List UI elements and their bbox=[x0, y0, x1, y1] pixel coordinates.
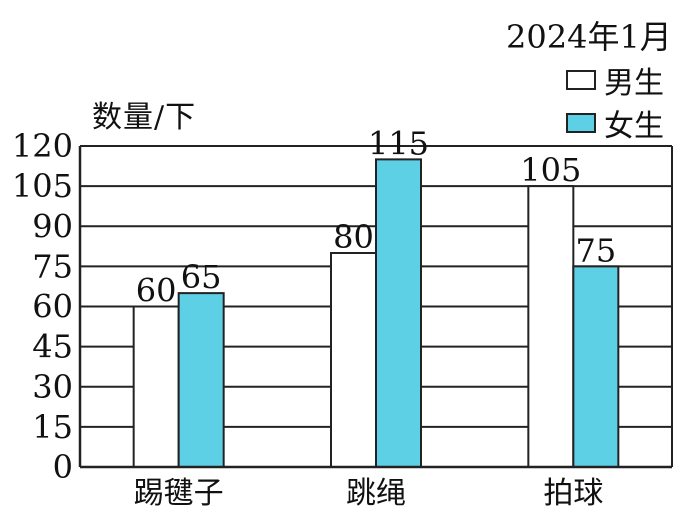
y-tick-label: 0 bbox=[53, 448, 73, 486]
bar-boys bbox=[132, 305, 180, 468]
y-tick-label: 15 bbox=[32, 408, 73, 446]
y-tick-label: 60 bbox=[32, 288, 73, 326]
y-tick-label: 120 bbox=[12, 127, 73, 165]
y-tick-label: 75 bbox=[32, 247, 73, 285]
data-label: 80 bbox=[333, 218, 374, 256]
data-label: 115 bbox=[368, 124, 429, 162]
y-axis-title: 数量/下 bbox=[92, 100, 197, 135]
data-label: 105 bbox=[520, 151, 581, 189]
data-label: 75 bbox=[575, 231, 616, 269]
legend-swatch-boys bbox=[566, 70, 596, 90]
y-tick-label: 90 bbox=[32, 207, 73, 245]
x-tick-label: 跳绳 bbox=[346, 476, 406, 511]
bar-girls bbox=[572, 265, 620, 468]
bar-girls bbox=[375, 158, 422, 468]
bar-girls bbox=[177, 292, 225, 468]
legend-item-boys: 男生 bbox=[566, 58, 664, 102]
y-tick-label: 45 bbox=[32, 328, 73, 366]
date-note: 2024年1月 bbox=[506, 18, 672, 56]
x-tick-label: 踢毽子 bbox=[134, 476, 224, 511]
bar-boys bbox=[330, 252, 377, 468]
legend-item-girls: 女生 bbox=[566, 101, 664, 145]
x-tick-label: 拍球 bbox=[543, 476, 603, 511]
legend-label-girls: 女生 bbox=[604, 109, 664, 144]
legend-swatch-girls bbox=[566, 113, 596, 133]
y-tick-label: 30 bbox=[32, 368, 73, 406]
y-tick-label: 105 bbox=[12, 167, 73, 205]
data-label: 65 bbox=[181, 258, 222, 296]
legend-label-boys: 男生 bbox=[604, 66, 664, 101]
bar-boys bbox=[527, 185, 575, 468]
data-label: 60 bbox=[136, 272, 177, 310]
